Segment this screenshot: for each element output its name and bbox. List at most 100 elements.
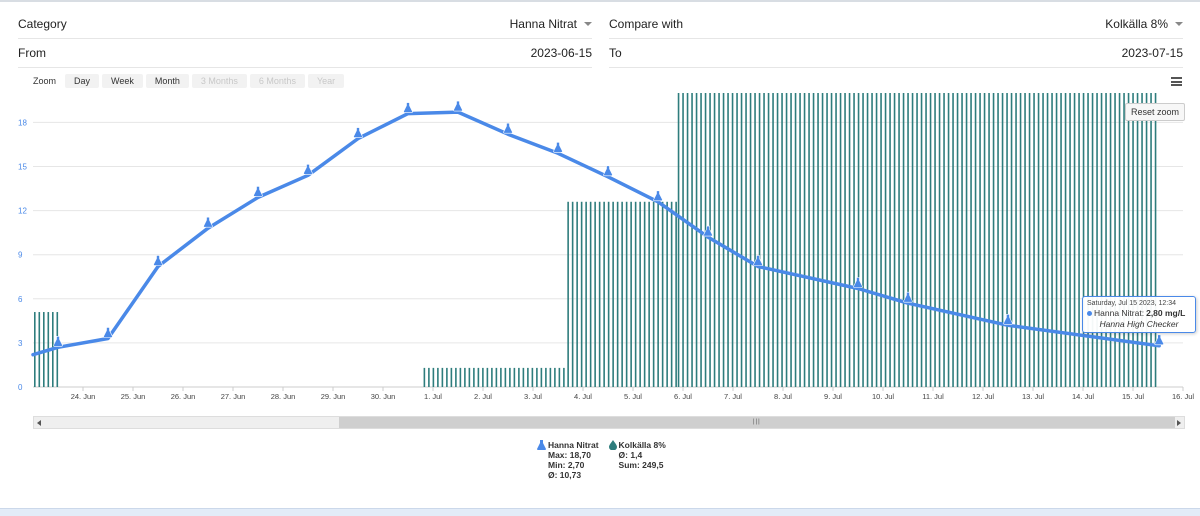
scroll-left-icon[interactable]: [37, 420, 41, 426]
kolkalla-column: [473, 367, 475, 387]
flask-marker[interactable]: [603, 165, 613, 177]
navigator-thumb[interactable]: |||: [339, 417, 1175, 428]
kolkalla-column: [504, 367, 507, 387]
kolkalla-column: [866, 93, 869, 387]
zoom-month-button[interactable]: Month: [145, 74, 189, 88]
kolkalla-column: [830, 93, 833, 387]
zoom-day-button[interactable]: Day: [65, 74, 100, 88]
kolkalla-column: [1073, 93, 1076, 387]
flask-marker[interactable]: [503, 122, 513, 134]
kolkalla-column: [482, 367, 484, 387]
kolkalla-column: [835, 93, 837, 387]
kolkalla-column: [785, 93, 788, 387]
kolkalla-column: [727, 93, 729, 387]
kolkalla-column: [1064, 93, 1067, 387]
flask-marker[interactable]: [903, 291, 913, 303]
x-tick-label: 25. Jun: [121, 392, 146, 401]
kolkalla-column: [468, 367, 471, 387]
flask-marker[interactable]: [703, 225, 713, 237]
legend-item-kolkalla[interactable]: Kolkälla 8% Ø: 1,4 Sum: 249,5: [608, 440, 666, 480]
zoom-week-button[interactable]: Week: [102, 74, 143, 88]
kolkalla-column: [1028, 93, 1031, 387]
flask-marker[interactable]: [153, 255, 163, 266]
kolkalla-column: [585, 201, 587, 387]
flask-icon: [537, 440, 546, 450]
drop-icon: [608, 440, 617, 450]
kolkalla-column: [1006, 93, 1008, 387]
flask-marker[interactable]: [1154, 334, 1164, 346]
kolkalla-column: [446, 367, 448, 387]
kolkalla-column: [621, 201, 623, 387]
flask-marker[interactable]: [403, 102, 413, 113]
kolkalla-column: [522, 367, 525, 387]
kolkalla-column: [902, 93, 905, 387]
kolkalla-column: [821, 93, 824, 387]
kolkalla-column: [997, 93, 999, 387]
flask-marker[interactable]: [303, 164, 313, 175]
flask-marker[interactable]: [203, 216, 213, 228]
kolkalla-column: [1060, 93, 1062, 387]
kolkalla-column: [776, 93, 779, 387]
kolkalla-column: [965, 93, 968, 387]
category-row: Category Hanna Nitrat: [18, 10, 592, 39]
navigator-scrollbar[interactable]: |||: [33, 416, 1185, 429]
x-tick-label: 30. Jun: [371, 392, 396, 401]
kolkalla-column: [558, 367, 561, 387]
kolkalla-column: [580, 201, 583, 387]
grip-icon: |||: [753, 419, 761, 425]
kolkalla-column: [441, 367, 444, 387]
flask-marker[interactable]: [253, 186, 263, 197]
tooltip-value: 2,80 mg/L: [1146, 308, 1186, 318]
compare-select[interactable]: Kolkälla 8%: [1105, 17, 1183, 31]
legend-nitrat-name: Hanna Nitrat: [548, 440, 599, 450]
kolkalla-column: [974, 93, 977, 387]
kolkalla-column: [1037, 93, 1040, 387]
flask-marker[interactable]: [553, 142, 563, 153]
zoom-3-months-button[interactable]: 3 Months: [191, 74, 247, 88]
zoom-year-button[interactable]: Year: [307, 74, 345, 88]
legend-kolkalla-sum: Sum: 249,5: [618, 460, 664, 470]
chart-menu-icon[interactable]: [1171, 77, 1182, 86]
to-date-input[interactable]: 2023-07-15: [1122, 46, 1183, 60]
kolkalla-column: [812, 93, 815, 387]
flask-marker[interactable]: [453, 100, 463, 112]
tooltip-date: Saturday, Jul 15 2023, 12:34: [1087, 300, 1176, 307]
from-label: From: [18, 46, 46, 60]
kolkalla-column: [758, 93, 761, 387]
kolkalla-column: [884, 93, 887, 387]
flask-marker[interactable]: [753, 255, 763, 266]
x-tick-label: 2. Jul: [474, 392, 492, 401]
x-tick-label: 29. Jun: [321, 392, 346, 401]
y-axis: 0 3 6 9 12 15 18: [18, 118, 27, 392]
flask-marker[interactable]: [103, 327, 113, 338]
x-tick-label: 3. Jul: [524, 392, 542, 401]
from-date-input[interactable]: 2023-06-15: [531, 46, 592, 60]
flask-marker[interactable]: [53, 335, 63, 347]
from-row: From 2023-06-15: [18, 39, 592, 68]
reset-zoom-button[interactable]: Reset zoom: [1125, 103, 1186, 121]
category-select[interactable]: Hanna Nitrat: [510, 17, 592, 31]
flask-marker[interactable]: [353, 127, 363, 138]
from-value: 2023-06-15: [530, 46, 592, 60]
kolkalla-column: [952, 93, 954, 387]
kolkalla-column: [1024, 93, 1026, 387]
chevron-down-icon: [1175, 22, 1183, 26]
kolkalla-column: [722, 93, 725, 387]
x-tick-label: 10. Jul: [872, 392, 894, 401]
category-value: Hanna Nitrat: [509, 17, 577, 31]
kolkalla-column: [1100, 93, 1103, 387]
flask-marker[interactable]: [853, 277, 863, 288]
scroll-right-icon[interactable]: [1177, 420, 1181, 426]
zoom-6-months-button[interactable]: 6 Months: [249, 74, 305, 88]
kolkalla-column: [862, 93, 864, 387]
kolkalla-column: [589, 201, 592, 387]
flask-marker[interactable]: [1003, 313, 1013, 325]
flask-marker[interactable]: [653, 190, 663, 202]
kolkalla-column: [916, 93, 918, 387]
legend-item-nitrat[interactable]: Hanna Nitrat Max: 18,70 Min: 2,70 Ø: 10,…: [537, 440, 599, 480]
kolkalla-column: [1051, 93, 1053, 387]
kolkalla-column: [889, 93, 891, 387]
y-tick-label: 12: [18, 207, 27, 216]
x-tick-label: 27. Jun: [221, 392, 246, 401]
kolkalla-column: [1145, 93, 1148, 387]
